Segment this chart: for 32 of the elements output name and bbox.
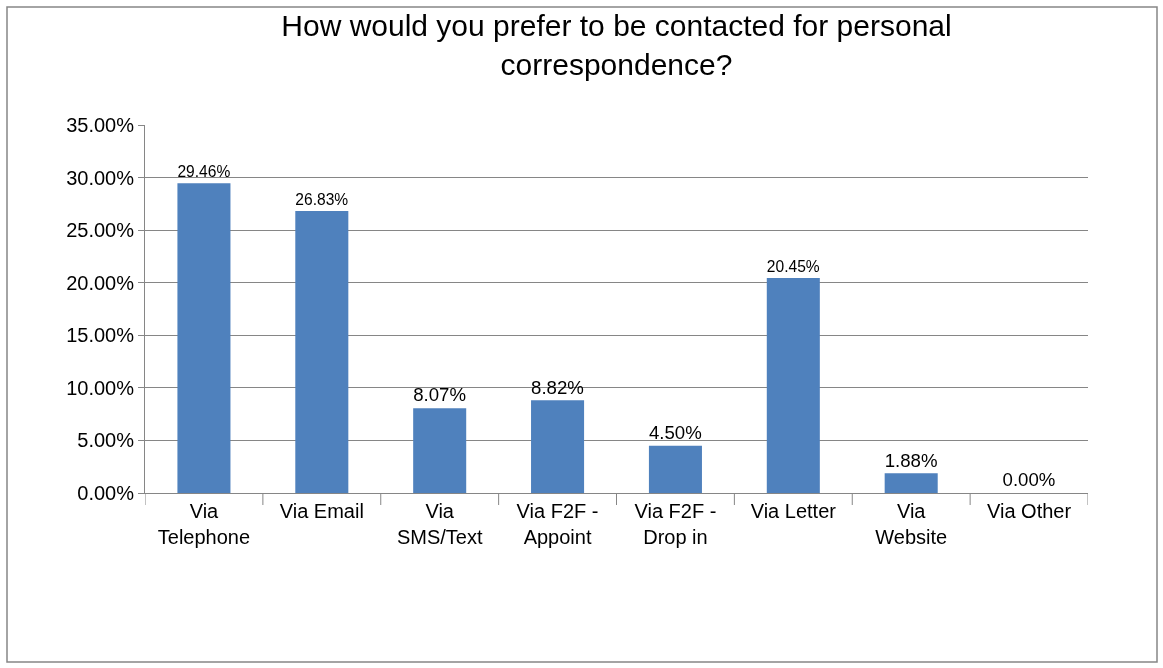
bar: [766, 277, 820, 493]
chart-title: How would you prefer to be contacted for personal correspondence?: [281, 9, 952, 81]
data-label: 1.88%: [884, 449, 938, 471]
y-tick-label: 25.00%: [66, 219, 135, 242]
data-label: 8.07%: [413, 384, 466, 406]
y-tick-label: 30.00%: [66, 166, 135, 189]
data-label: 8.82%: [531, 376, 584, 398]
bar: [295, 210, 349, 493]
y-tick-label: 5.00%: [77, 429, 135, 452]
y-tick-label: 35.00%: [66, 114, 135, 136]
bar: [177, 183, 231, 493]
x-tick-label: Via Email: [279, 500, 364, 522]
data-label: 29.46%: [177, 163, 231, 181]
y-tick-label: 10.00%: [66, 376, 135, 399]
bar: [531, 400, 585, 493]
y-tick-label: 0.00%: [77, 482, 135, 504]
bar: [413, 408, 467, 493]
data-label: 0.00%: [1002, 469, 1056, 491]
x-tick-label: Via F2F - Drop in: [634, 500, 717, 548]
x-tick-label: Via Other: [987, 500, 1072, 522]
x-tick-label: Via Website: [875, 500, 948, 548]
y-tick-label: 15.00%: [66, 324, 135, 347]
data-label: 4.50%: [648, 421, 702, 443]
bar: [884, 473, 938, 493]
bar: [648, 445, 702, 493]
data-label: 20.45%: [766, 257, 820, 275]
x-tick-label: Via SMS/Text: [396, 500, 483, 548]
x-tick-label: Via Telephone: [157, 500, 251, 548]
y-tick-label: 20.00%: [66, 271, 135, 294]
data-label: 26.83%: [295, 190, 349, 208]
x-tick-label: Via F2F - Appoint: [516, 500, 599, 548]
x-tick-label: Via Letter: [750, 500, 837, 522]
